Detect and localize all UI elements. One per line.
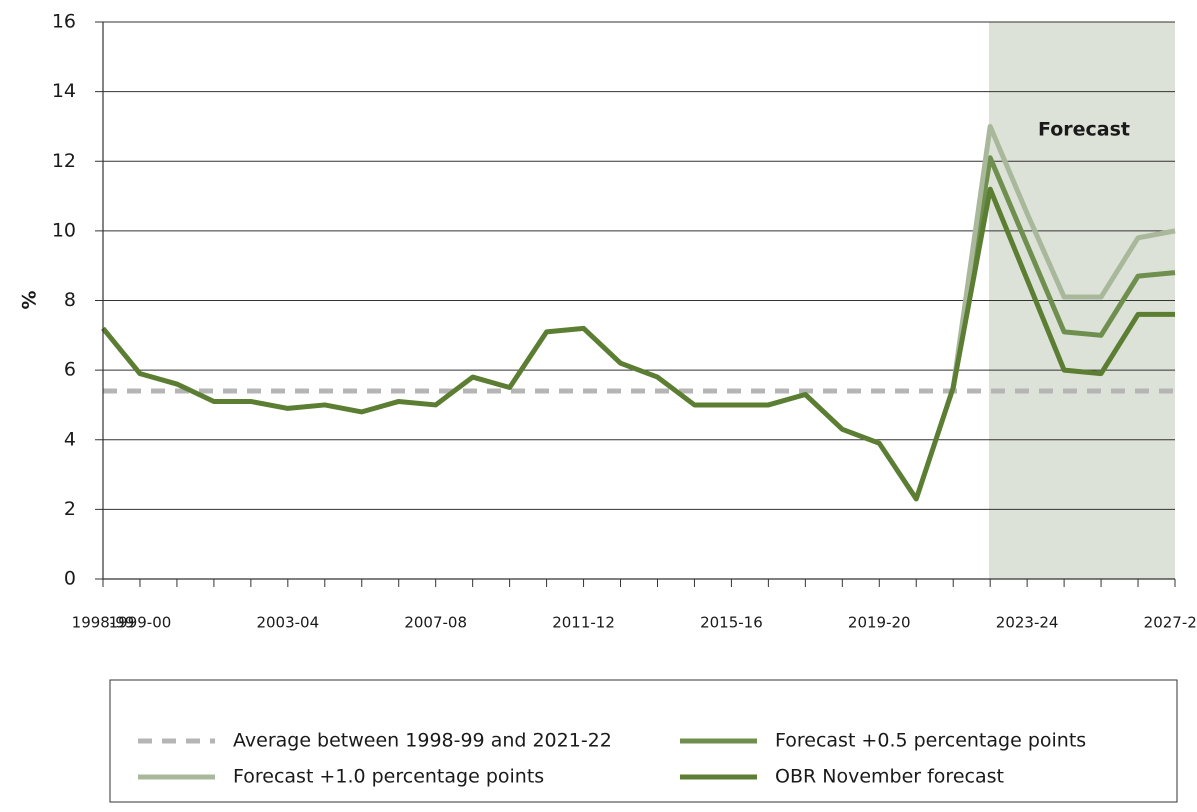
annotation: Forecast: [1038, 119, 1130, 141]
legend-label: Forecast +0.5 percentage points: [775, 730, 1086, 752]
x-tick-label: 2019-20: [848, 614, 911, 632]
x-tick-label: 1998-99: [72, 614, 135, 632]
y-tick-label: 4: [64, 428, 76, 450]
legend-label: OBR November forecast: [775, 766, 1004, 788]
y-tick-label: 10: [52, 219, 76, 241]
series-line: [950, 123, 1176, 388]
legend-box: [109, 679, 1178, 803]
x-tick-label: 2011-12: [552, 614, 615, 632]
y-tick-label: 14: [52, 80, 76, 102]
y-tick-label: 0: [64, 568, 76, 590]
legend-label: Average between 1998-99 and 2021-22: [233, 730, 612, 752]
x-tick-label: 2007-08: [404, 614, 467, 632]
y-tick-label: 2: [64, 498, 76, 520]
x-tick-label: 2023-24: [996, 614, 1059, 632]
y-tick-label: 6: [64, 359, 76, 381]
x-tick-label: 2003-04: [256, 614, 319, 632]
y-tick-label: 16: [52, 11, 76, 33]
y-tick-label: 8: [64, 289, 76, 311]
x-tick-label: 2015-16: [700, 614, 763, 632]
legend-label: Forecast +1.0 percentage points: [233, 766, 544, 788]
series-line: [950, 155, 1176, 388]
x-tick-label: 1999-00: [109, 614, 172, 632]
y-axis-label: %: [19, 290, 41, 309]
y-tick-label: 12: [52, 150, 76, 172]
series-line: [101, 186, 1175, 502]
x-tick-label: 2027-28: [1144, 614, 1197, 632]
